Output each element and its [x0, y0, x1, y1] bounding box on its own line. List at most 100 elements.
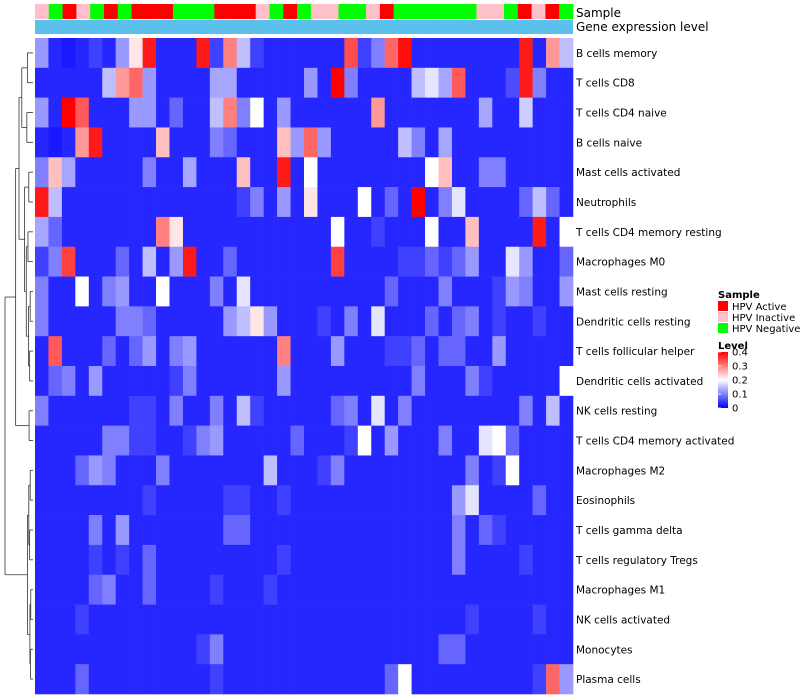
heatmap-cell [371, 336, 385, 367]
heatmap-cell [236, 574, 251, 605]
heatmap-cell [411, 336, 426, 367]
heatmap-cell [398, 38, 412, 69]
heatmap-cell [209, 38, 224, 69]
heatmap-cell [357, 395, 372, 426]
heatmap-cell [61, 157, 76, 188]
sample-annotation-cell [145, 4, 160, 19]
heatmap-cell [196, 544, 211, 576]
heatmap-cell [357, 336, 372, 367]
heatmap-cell [156, 157, 170, 188]
heatmap-cell [209, 187, 224, 218]
heatmap-cell [451, 366, 466, 397]
heatmap-cell [209, 276, 224, 307]
heatmap-cell [75, 515, 90, 546]
heatmap-cell [465, 395, 480, 426]
heatmap-cell [505, 544, 520, 576]
heatmap-cell [398, 187, 412, 218]
heatmap-cell [88, 97, 103, 128]
heatmap-cell [196, 604, 211, 635]
heatmap-cell [546, 366, 560, 397]
heatmap-cell [142, 187, 157, 218]
heatmap-cell [290, 485, 305, 516]
heatmap-cell [384, 276, 399, 307]
heatmap-cell [277, 97, 291, 128]
heatmap-cell [196, 366, 211, 397]
heatmap-cell [196, 157, 211, 188]
sample-annotation-cell [448, 4, 463, 19]
heatmap-cell [250, 604, 264, 635]
heatmap-cell [129, 246, 143, 277]
heatmap-cell [438, 455, 453, 486]
heatmap-cell [398, 366, 412, 397]
heatmap-cell [236, 157, 251, 188]
heatmap-cell [102, 127, 116, 158]
heatmap-cell [156, 485, 170, 516]
heatmap-cell [398, 306, 412, 337]
heatmap-cell [398, 246, 412, 277]
heatmap-cell [88, 67, 103, 98]
heatmap-cell [48, 425, 63, 456]
heatmap-cell [88, 425, 103, 456]
heatmap-cell [425, 306, 439, 337]
heatmap-cell [88, 485, 103, 516]
heatmap-cell [519, 187, 533, 218]
sample-annotation-cell [159, 4, 174, 19]
heatmap-cell [398, 336, 412, 367]
heatmap-cell [451, 574, 466, 605]
heatmap-cell [61, 127, 76, 158]
heatmap-cell [532, 246, 547, 277]
heatmap-cell [519, 366, 533, 397]
heatmap-cell [519, 425, 533, 456]
heatmap-cell [371, 544, 385, 576]
heatmap-cell [371, 515, 385, 546]
heatmap-cell [532, 306, 547, 337]
heatmap-cell [438, 485, 453, 516]
heatmap-cell [519, 515, 533, 546]
heatmap-cell [492, 246, 507, 277]
heatmap-cell [478, 157, 493, 188]
heatmap-cell [61, 97, 76, 128]
heatmap-cell [35, 97, 49, 128]
heatmap-cell [478, 544, 493, 576]
heatmap-cell [451, 97, 466, 128]
heatmap-cell [169, 515, 184, 546]
heatmap-cell [156, 97, 170, 128]
heatmap-cell [317, 664, 332, 695]
heatmap-cell [478, 67, 493, 98]
heatmap-cell [371, 187, 385, 218]
row-label: Mast cells resting [576, 287, 668, 299]
heatmap-cell [182, 336, 197, 367]
row-label: NK cells activated [576, 615, 670, 627]
heatmap-cell [115, 515, 130, 546]
heatmap-cell [371, 127, 385, 158]
heatmap-cell [425, 485, 439, 516]
heatmap-cell [142, 485, 157, 516]
heatmap-cell [465, 366, 480, 397]
heatmap-cell [532, 455, 547, 486]
heatmap-cell [505, 604, 520, 635]
heatmap-cell [317, 246, 332, 277]
heatmap-cell [250, 38, 264, 69]
heatmap-cell [492, 544, 507, 576]
heatmap-cell [277, 664, 291, 695]
heatmap-cell [330, 306, 345, 337]
heatmap-cell [263, 216, 278, 248]
sample-annotation-cell [559, 4, 574, 19]
heatmap-cell [223, 544, 238, 576]
heatmap-cell [169, 664, 184, 695]
heatmap-cell [559, 366, 574, 397]
heatmap-cell [371, 157, 385, 188]
heatmap-cell [169, 604, 184, 635]
heatmap-cell [438, 604, 453, 635]
heatmap-cell [398, 216, 412, 248]
heatmap-cell [196, 306, 211, 337]
heatmap-cell [263, 246, 278, 277]
heatmap-cell [88, 515, 103, 546]
heatmap-cell [317, 485, 332, 516]
heatmap-cell [48, 306, 63, 337]
heatmap-cell [115, 336, 130, 367]
sample-annotation-cell [435, 4, 450, 19]
legend-swatch [718, 323, 728, 333]
heatmap-cell [438, 67, 453, 98]
heatmap-cell [61, 664, 76, 695]
